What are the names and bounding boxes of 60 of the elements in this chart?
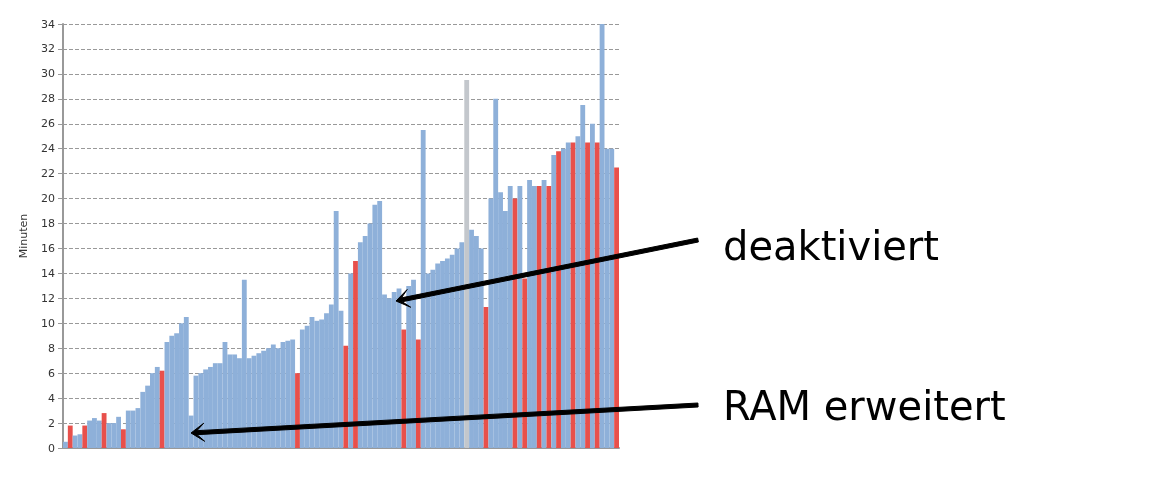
- bar: [401, 329, 407, 448]
- bar: [101, 413, 107, 448]
- bar: [72, 435, 78, 448]
- y-tick-label: 4: [48, 391, 55, 405]
- bar: [556, 151, 561, 448]
- y-tick-label: 14: [41, 266, 55, 280]
- bar: [333, 211, 339, 448]
- bar: [295, 373, 300, 448]
- y-tick-label: 34: [41, 17, 55, 31]
- bar: [130, 410, 136, 448]
- bar: [522, 278, 528, 448]
- bar: [420, 130, 426, 448]
- bar: [63, 441, 68, 448]
- y-tick-label: 24: [41, 142, 55, 156]
- bar: [459, 242, 465, 448]
- y-tick-label: 32: [41, 42, 55, 56]
- bar: [121, 429, 126, 448]
- bar: [87, 420, 93, 448]
- bar: [82, 425, 88, 448]
- y-tick-label: 16: [41, 241, 55, 255]
- y-tick-label: 0: [48, 441, 55, 455]
- y-tick-label: 8: [48, 341, 55, 355]
- bar: [154, 366, 160, 448]
- bar: [372, 204, 378, 448]
- bar: [314, 320, 320, 448]
- bar: [614, 167, 619, 448]
- bar: [565, 142, 571, 448]
- bar: [348, 273, 354, 448]
- bar: [169, 335, 175, 448]
- y-tick-label: 6: [48, 366, 55, 380]
- bar: [415, 339, 421, 448]
- bar: [391, 292, 397, 448]
- bar: [507, 186, 513, 448]
- bar: [585, 142, 590, 448]
- bar: [353, 260, 358, 448]
- y-tick-label: 18: [41, 217, 55, 231]
- y-tick-label: 12: [41, 291, 55, 305]
- bar: [536, 186, 542, 448]
- bar: [464, 80, 470, 448]
- bar: [67, 425, 73, 448]
- y-tick-label: 22: [41, 167, 55, 181]
- y-tick-label: 26: [41, 117, 55, 131]
- bar: [285, 340, 291, 448]
- bar: [589, 123, 595, 448]
- y-tick-label: 2: [48, 416, 55, 430]
- y-tick-label: 28: [41, 92, 55, 106]
- text: deaktiviert: [723, 223, 939, 269]
- y-tick-label: 30: [41, 67, 55, 81]
- bar: [546, 186, 552, 448]
- bar: [551, 154, 557, 448]
- bar: [517, 186, 523, 448]
- bar: [96, 420, 102, 448]
- bar: [256, 353, 262, 448]
- y-tick-label: 10: [41, 316, 55, 330]
- bar: [594, 142, 600, 448]
- bar: [159, 370, 165, 448]
- y-tick-label: 20: [41, 192, 55, 206]
- bar: [343, 345, 349, 448]
- text: RAM erweitert: [723, 383, 1006, 429]
- y-axis-title: Minuten: [17, 213, 30, 259]
